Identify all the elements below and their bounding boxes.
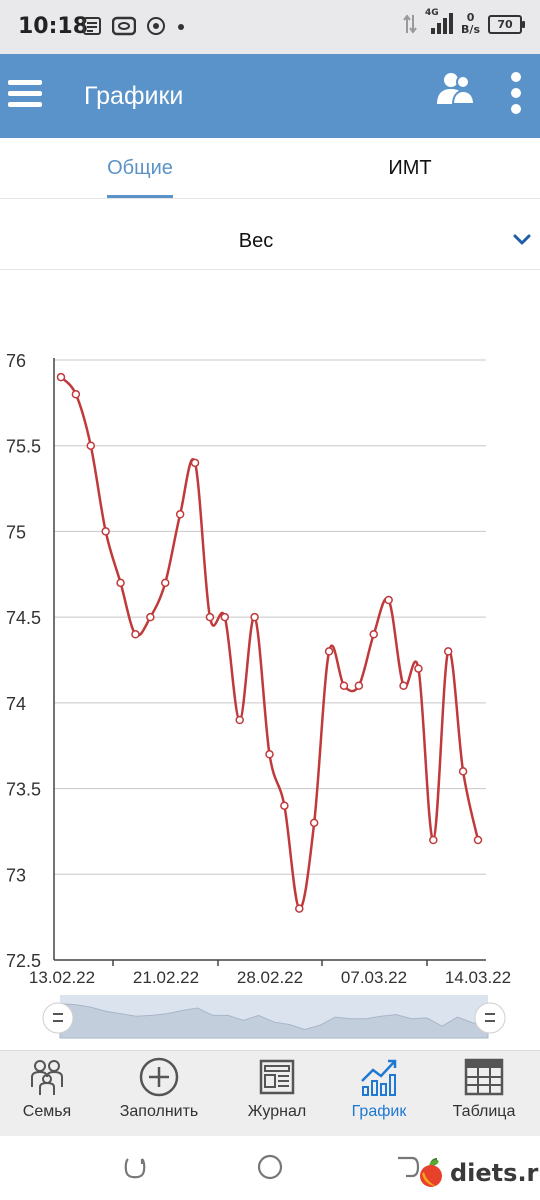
- y-tick-label: 72.5: [6, 951, 41, 971]
- page-title: Графики: [84, 82, 184, 110]
- chrome-icon: [147, 17, 165, 35]
- bottom-navigation: Семья Заполнить Журнал График: [0, 1050, 540, 1137]
- x-tick-label: 13.02.22: [29, 968, 95, 987]
- data-point[interactable]: [190, 458, 200, 468]
- family-icon: [31, 1060, 63, 1095]
- menu-icon[interactable]: [8, 80, 42, 110]
- nav-family-label: Семья: [22, 1103, 72, 1120]
- data-point[interactable]: [354, 681, 364, 690]
- data-point[interactable]: [86, 441, 96, 450]
- data-point[interactable]: [250, 612, 259, 622]
- people-icon[interactable]: [434, 68, 478, 112]
- status-right: 4G 0 B/s 70: [403, 8, 525, 36]
- y-tick-label: 73: [6, 865, 26, 885]
- signal-icon: 4G: [425, 8, 454, 36]
- data-point[interactable]: [295, 904, 304, 913]
- net-speed: 0 B/s: [461, 12, 480, 36]
- net-speed-value: 0: [466, 11, 475, 24]
- x-tick-label: 07.03.22: [341, 968, 407, 987]
- data-point[interactable]: [458, 767, 468, 776]
- back-icon[interactable]: [392, 1152, 422, 1182]
- net-speed-unit: B/s: [461, 23, 480, 36]
- nav-family[interactable]: Семья: [0, 1051, 101, 1137]
- data-point[interactable]: [265, 750, 274, 759]
- data-point[interactable]: [324, 647, 334, 656]
- more-vert-icon[interactable]: [504, 72, 528, 120]
- data-point[interactable]: [473, 835, 483, 845]
- data-point[interactable]: [280, 801, 289, 810]
- data-point[interactable]: [369, 630, 378, 639]
- table-icon: [464, 1058, 504, 1096]
- news-icon: [83, 17, 101, 35]
- data-point[interactable]: [235, 715, 244, 725]
- data-point[interactable]: [101, 527, 110, 536]
- y-tick-label: 75.5: [6, 437, 41, 457]
- data-point[interactable]: [384, 595, 393, 605]
- nav-journal-label: Журнал: [247, 1103, 307, 1120]
- data-point[interactable]: [429, 835, 438, 845]
- status-bar: 10:18 4G 0 B/s 70: [0, 0, 540, 54]
- system-navigation: [0, 1136, 540, 1200]
- apple-logo-icon: [420, 1158, 442, 1187]
- data-point[interactable]: [339, 681, 349, 690]
- tab-bmi[interactable]: ИМТ: [388, 157, 432, 179]
- data-transfer-icon: [403, 14, 417, 34]
- tab-bar: Общие ИМТ: [0, 138, 540, 199]
- data-point[interactable]: [161, 578, 170, 588]
- data-point[interactable]: [116, 578, 125, 588]
- watermark-text: diets.ru: [450, 1159, 540, 1187]
- range-handle-right[interactable]: [474, 1002, 506, 1034]
- data-point[interactable]: [220, 612, 230, 622]
- battery-indicator: 70: [488, 14, 525, 34]
- data-point[interactable]: [443, 647, 453, 656]
- x-tick-label: 28.02.22: [237, 968, 303, 987]
- y-tick-label: 76: [6, 351, 26, 371]
- recents-icon[interactable]: [120, 1152, 150, 1182]
- dot-icon: [178, 24, 184, 30]
- series-line: [60, 376, 480, 910]
- range-handle-left[interactable]: [42, 1002, 74, 1034]
- data-point[interactable]: [309, 818, 319, 828]
- nav-chart[interactable]: График: [325, 1051, 433, 1137]
- selector-value: Вес: [238, 230, 274, 252]
- network-type: 4G: [425, 8, 439, 18]
- metric-selector[interactable]: Вес: [0, 199, 540, 270]
- data-point[interactable]: [71, 390, 81, 399]
- chevron-down-icon: [513, 234, 531, 245]
- nav-journal[interactable]: Журнал: [223, 1051, 331, 1137]
- data-point[interactable]: [56, 372, 66, 382]
- nav-table[interactable]: Таблица: [430, 1051, 538, 1137]
- data-point[interactable]: [399, 681, 408, 690]
- y-tick-label: 74.5: [6, 608, 41, 628]
- y-tick-label: 73.5: [6, 780, 41, 800]
- nav-table-label: Таблица: [452, 1103, 516, 1120]
- nav-fill-label: Заполнить: [119, 1103, 199, 1120]
- y-tick-label: 75: [6, 522, 26, 542]
- x-tick-label: 14.03.22: [445, 968, 511, 987]
- app-bar: Графики: [0, 54, 540, 138]
- data-point[interactable]: [131, 630, 140, 639]
- status-notification-icons: [82, 16, 186, 36]
- x-tick-label: 21.02.22: [133, 968, 199, 987]
- home-icon[interactable]: [255, 1152, 285, 1182]
- data-point[interactable]: [205, 612, 215, 622]
- weight-chart: 76 75.5 75 74.5 74 73.5 73 72.513.02.22 21.02.22…: [6, 351, 511, 1039]
- watermark: diets.ru: [418, 1158, 540, 1188]
- tab-general[interactable]: Общие: [107, 157, 173, 179]
- data-point[interactable]: [175, 510, 185, 519]
- nav-fill[interactable]: Заполнить: [105, 1051, 213, 1137]
- nav-chart-label: График: [351, 1103, 407, 1120]
- chart-icon: [361, 1059, 397, 1096]
- y-tick-label: 74: [6, 694, 26, 714]
- data-point[interactable]: [414, 664, 423, 673]
- add-circle-icon: [139, 1057, 179, 1097]
- active-tab-indicator: [107, 195, 173, 198]
- app-notification-icon: [112, 16, 136, 36]
- status-time: 10:18: [18, 14, 89, 39]
- data-point[interactable]: [146, 612, 155, 622]
- navigator-series: [59, 1003, 489, 1039]
- journal-icon: [259, 1059, 295, 1095]
